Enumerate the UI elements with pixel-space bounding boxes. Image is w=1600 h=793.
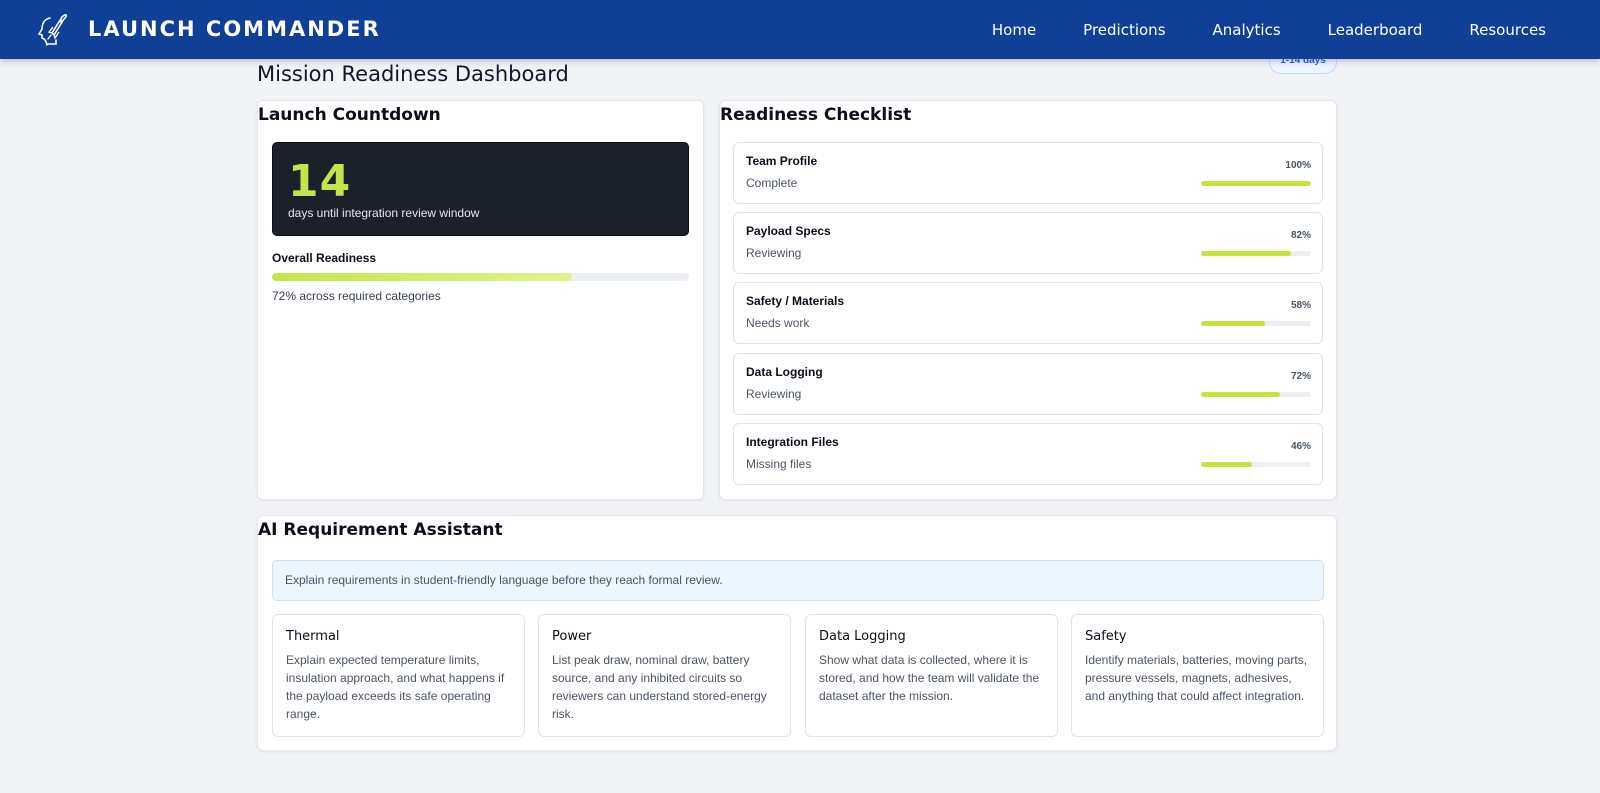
checklist-item-team-profile[interactable]: Team Profile Complete 100%	[733, 142, 1323, 204]
requirement-title: Thermal	[286, 629, 340, 644]
requirement-card-thermal[interactable]: Thermal Explain expected temperature lim…	[272, 614, 525, 737]
checklist-item-percent: 82%	[1290, 230, 1311, 241]
countdown-days: 14	[288, 156, 352, 207]
checklist-item-percent: 72%	[1290, 371, 1311, 382]
astronaut-rocket-icon	[37, 13, 68, 46]
checklist-item-percent: 58%	[1290, 300, 1311, 311]
requirement-description: Explain expected temperature limits, ins…	[286, 653, 505, 721]
brand[interactable]: LAUNCH COMMANDER	[34, 11, 381, 47]
nav-item-resources[interactable]: Resources	[1469, 20, 1546, 39]
card-title: Readiness Checklist	[720, 105, 912, 125]
checklist-progress-fill	[1201, 251, 1292, 256]
checklist-progress-bar	[1201, 321, 1311, 326]
nav-item-leaderboard[interactable]: Leaderboard	[1327, 20, 1423, 39]
nav-item-predictions[interactable]: Predictions	[1083, 20, 1166, 39]
checklist-item-name: Payload Specs	[746, 224, 831, 238]
checklist-progress-bar	[1201, 251, 1311, 256]
checklist-item-percent: 46%	[1290, 441, 1311, 452]
requirement-description: Identify materials, batteries, moving pa…	[1085, 653, 1308, 703]
checklist-item-name: Integration Files	[746, 435, 839, 449]
checklist-item-integration-files[interactable]: Integration Files Missing files 46%	[733, 423, 1323, 485]
checklist-item-status: Reviewing	[746, 246, 802, 260]
countdown-caption: days until integration review window	[288, 206, 480, 220]
countdown-display: 14 days until integration review window	[272, 142, 689, 236]
checklist-item-name: Data Logging	[746, 365, 823, 379]
requirement-card-safety[interactable]: Safety Identify materials, batteries, mo…	[1071, 614, 1324, 737]
page-title: Mission Readiness Dashboard	[257, 62, 569, 86]
checklist-item-name: Safety / Materials	[746, 294, 845, 308]
nav-item-home[interactable]: Home	[991, 20, 1037, 39]
brand-name: LAUNCH COMMANDER	[88, 17, 381, 41]
requirement-title: Data Logging	[819, 629, 906, 644]
checklist-item-status: Complete	[746, 176, 798, 190]
overall-readiness-bar	[272, 273, 689, 281]
checklist-item-status: Reviewing	[746, 387, 802, 401]
requirement-title: Safety	[1085, 629, 1127, 644]
card-title: Launch Countdown	[258, 105, 441, 125]
main-nav: Home Predictions Analytics Leaderboard R…	[945, 0, 1546, 59]
top-navbar: LAUNCH COMMANDER Home Predictions Analyt…	[0, 0, 1600, 59]
checklist-progress-bar	[1201, 462, 1311, 467]
checklist-progress-fill	[1201, 321, 1265, 326]
checklist-item-percent: 100%	[1285, 160, 1311, 171]
launch-countdown-card: Launch Countdown 14 days until integrati…	[257, 100, 704, 500]
checklist-progress-bar	[1201, 392, 1311, 397]
readiness-checklist-card: Readiness Checklist Team Profile Complet…	[719, 100, 1337, 500]
nav-item-analytics[interactable]: Analytics	[1212, 20, 1281, 39]
checklist-item-status: Needs work	[746, 316, 810, 330]
requirement-card-data-logging[interactable]: Data Logging Show what data is collected…	[805, 614, 1058, 737]
overall-readiness-note: 72% across required categories	[272, 289, 441, 303]
checklist-progress-fill	[1201, 181, 1311, 186]
checklist-progress-fill	[1201, 392, 1281, 397]
overall-readiness-fill	[272, 273, 573, 281]
requirement-description: Show what data is collected, where it is…	[819, 653, 1040, 703]
checklist-progress-bar	[1201, 181, 1311, 186]
checklist-item-name: Team Profile	[746, 154, 818, 168]
ai-requirement-assistant-card: AI Requirement Assistant Explain require…	[257, 515, 1337, 751]
card-title: AI Requirement Assistant	[258, 520, 503, 540]
overall-readiness-label: Overall Readiness	[272, 251, 377, 265]
requirement-title: Power	[552, 629, 592, 644]
checklist-progress-fill	[1201, 462, 1252, 467]
checklist-item-safety-materials[interactable]: Safety / Materials Needs work 58%	[733, 282, 1323, 344]
checklist-item-data-logging[interactable]: Data Logging Reviewing 72%	[733, 353, 1323, 415]
checklist-item-status: Missing files	[746, 457, 812, 471]
requirement-description: List peak draw, nominal draw, battery so…	[552, 653, 767, 721]
checklist-item-payload-specs[interactable]: Payload Specs Reviewing 82%	[733, 212, 1323, 274]
requirement-card-power[interactable]: Power List peak draw, nominal draw, batt…	[538, 614, 791, 737]
assistant-banner: Explain requirements in student-friendly…	[272, 560, 1324, 601]
